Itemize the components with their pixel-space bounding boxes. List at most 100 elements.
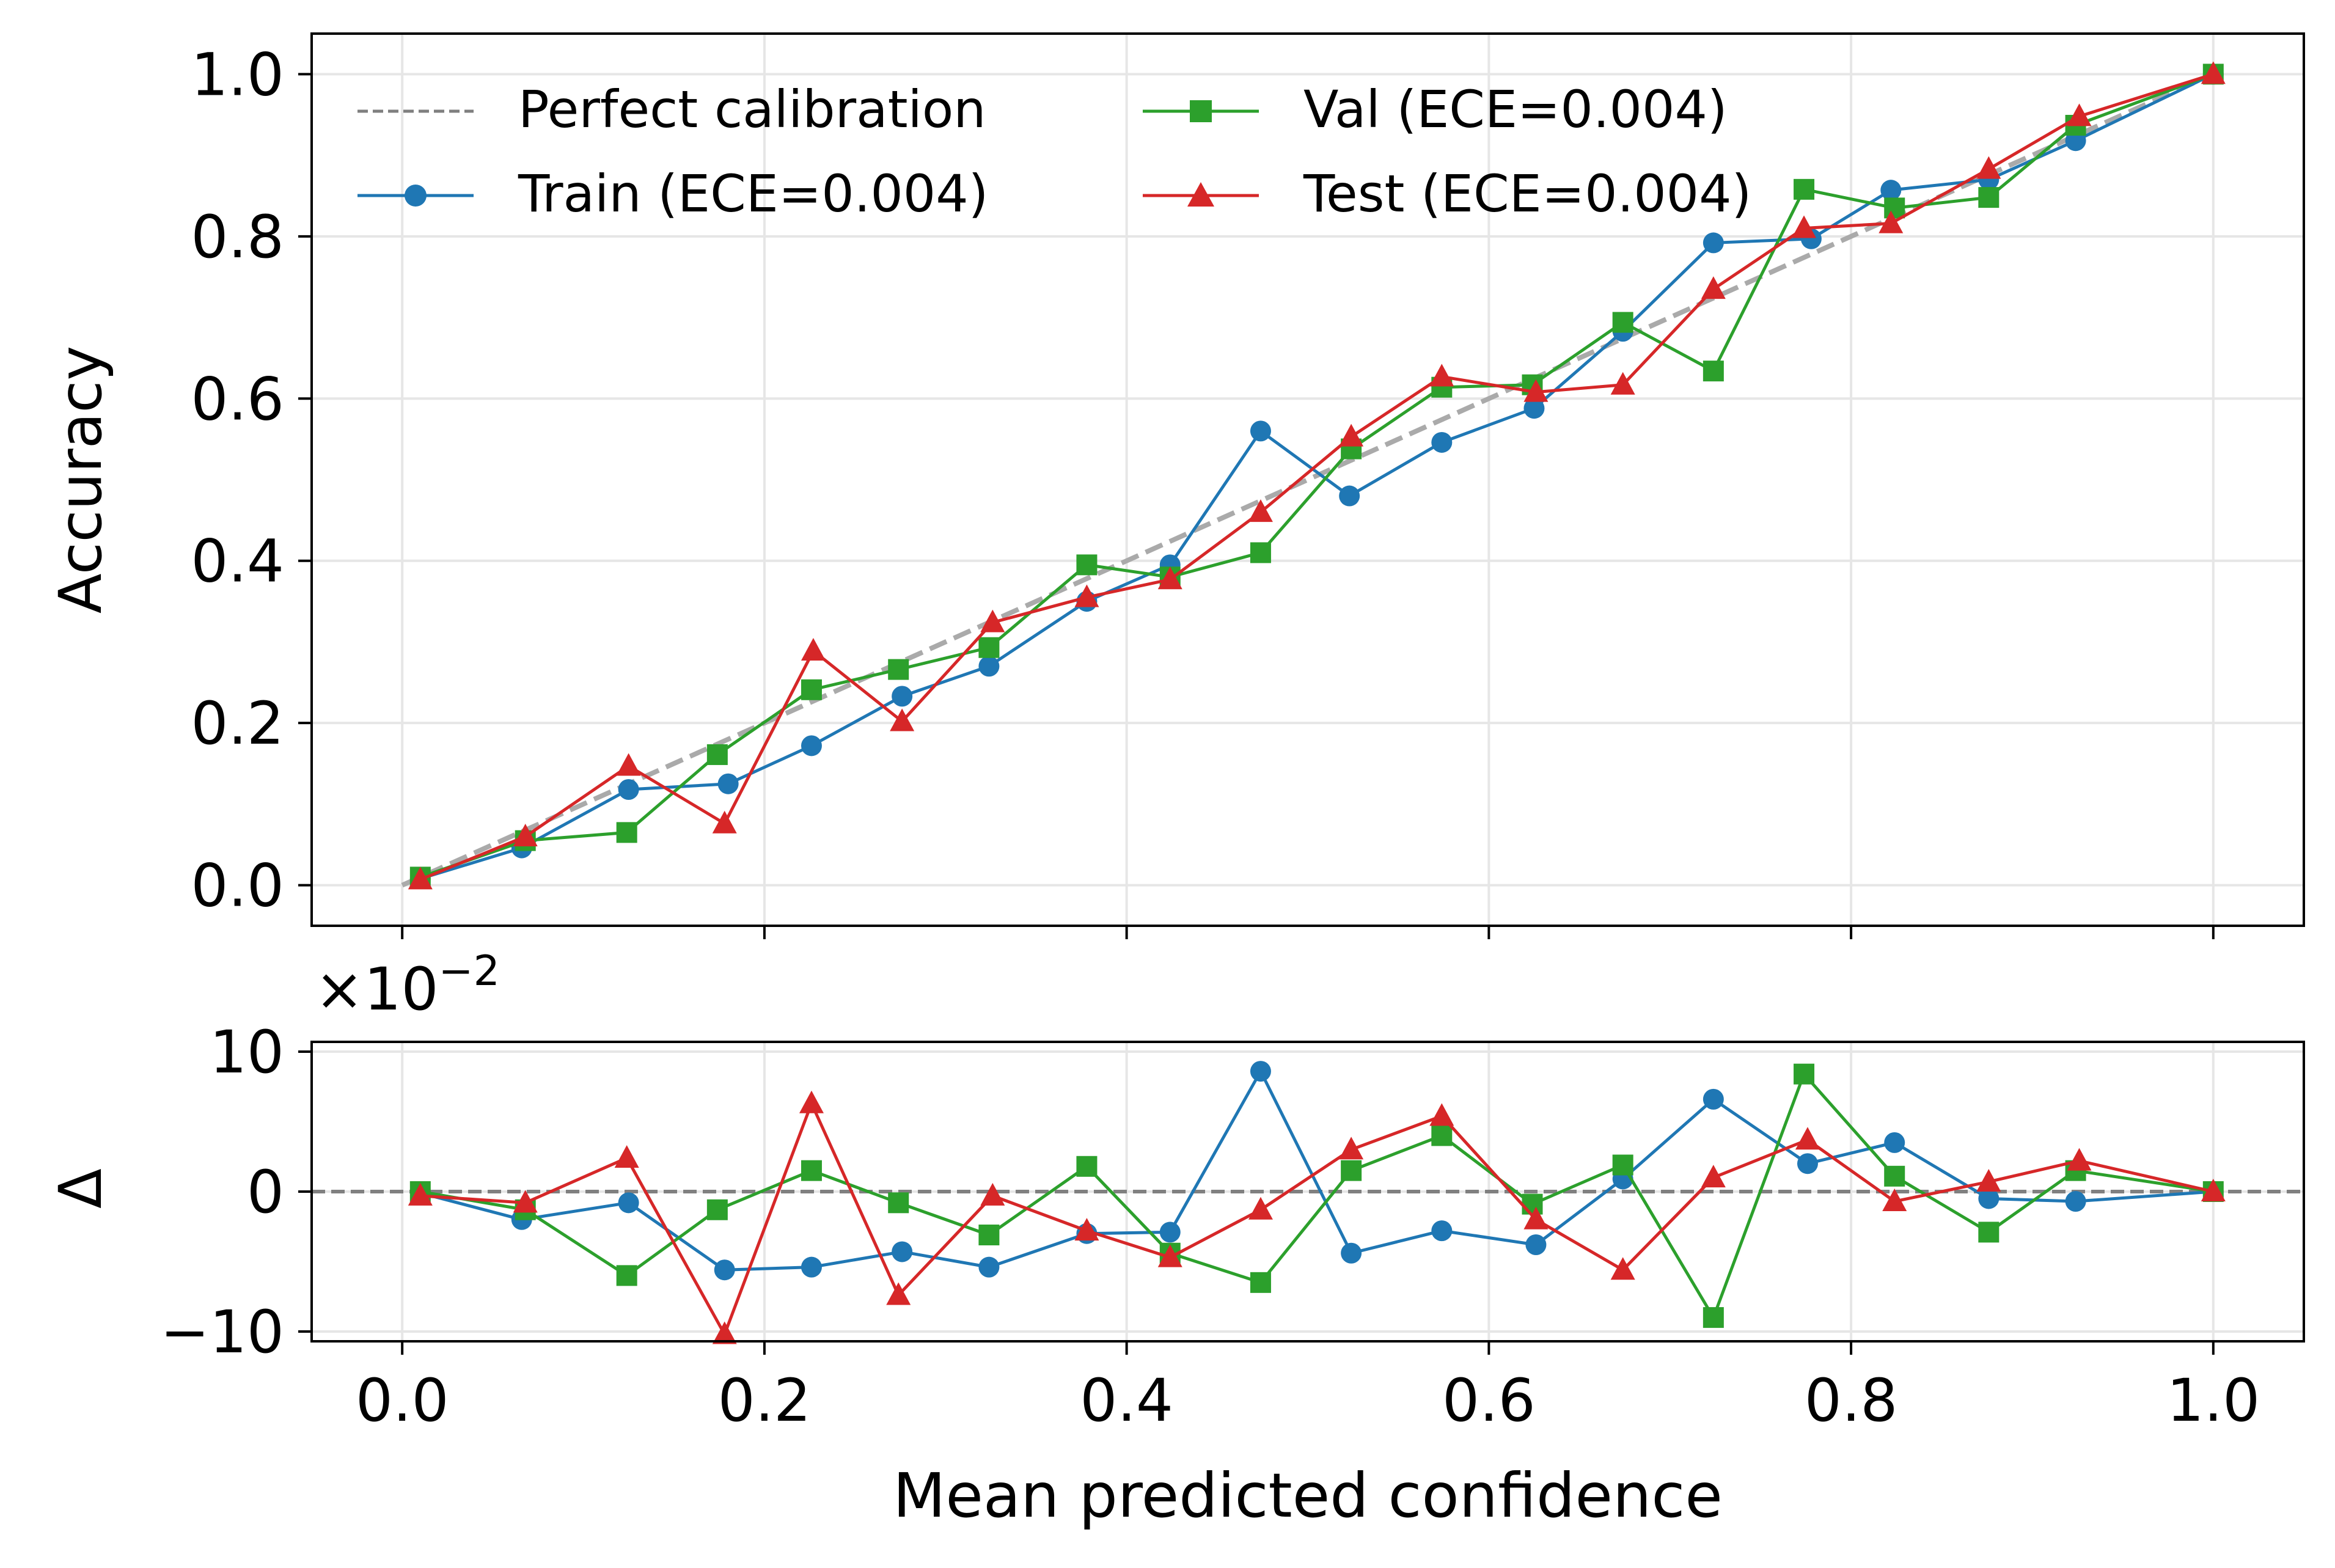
calibration-x-ticks	[401, 926, 2215, 939]
residual-test-point	[408, 1182, 433, 1206]
residual-test-point	[799, 1090, 824, 1113]
calibration-test-point	[1701, 276, 1726, 299]
residual-val-point	[1794, 1063, 1815, 1085]
calibration-val-point	[616, 822, 637, 843]
residual-val-point	[1431, 1125, 1453, 1146]
calibration-train-point	[801, 735, 822, 757]
residual-test-point	[1882, 1189, 1907, 1212]
legend-val-label: Val (ECE=0.004)	[1303, 79, 1728, 139]
residual-x-ticks: 0.0 0.2 0.4 0.6 0.8 1.0	[356, 1341, 2260, 1435]
calibration-train-point	[1250, 420, 1271, 442]
calibration-test-point	[1879, 210, 1904, 233]
calibration-val-point	[1250, 542, 1271, 563]
calibration-test-point	[408, 866, 433, 890]
residual-val-point	[801, 1160, 822, 1181]
calibration-train-point	[1431, 431, 1453, 453]
calibration-train-point	[717, 773, 739, 794]
legend-train-label: Train (ECE=0.004)	[518, 164, 988, 224]
calibration-test-point	[1523, 379, 1549, 402]
residual-val-point	[616, 1265, 637, 1286]
residual-test-line	[420, 1102, 2214, 1336]
calibration-y-ticks: 0.0 0.2 0.4 0.6 0.8 1.0	[191, 40, 312, 920]
residual-test-point	[1701, 1165, 1726, 1188]
residual-test-point	[1523, 1206, 1549, 1229]
residual-train-point	[1797, 1153, 1818, 1174]
residual-test-point	[886, 1282, 911, 1305]
residual-x-tick-label: 0.2	[718, 1366, 812, 1435]
residual-scale-base: ×10	[315, 955, 439, 1024]
calibration-test-series	[408, 61, 2226, 890]
calibration-test-point	[2201, 61, 2226, 84]
residual-train-point	[1703, 1088, 1724, 1110]
residual-val-point	[1250, 1272, 1271, 1293]
calibration-val-point	[1794, 178, 1815, 200]
residual-val-point	[1612, 1154, 1633, 1176]
calibration-y-tick-label: 1.0	[191, 40, 284, 109]
calibration-test-point	[1074, 584, 1099, 607]
perfect-calibration-line	[401, 71, 2215, 888]
calibration-train-line	[420, 73, 2214, 881]
residual-train-point	[1250, 1061, 1271, 1082]
residual-series-group	[408, 1061, 2226, 1344]
residual-test-series	[408, 1090, 2226, 1344]
residual-y-tick-label: 0	[247, 1158, 284, 1226]
calibration-test-point	[616, 753, 641, 776]
calibration-test-point	[980, 609, 1005, 632]
calibration-val-point	[801, 679, 822, 700]
residual-train-point	[1978, 1188, 2000, 1209]
calibration-y-axis-label: Accuracy	[46, 346, 115, 614]
residual-x-tick-label: 1.0	[2166, 1366, 2260, 1435]
calibration-train-point	[1339, 485, 1360, 507]
legend-train-marker	[405, 185, 427, 207]
residual-val-point	[1978, 1222, 2000, 1243]
x-axis-label: Mean predicted confidence	[893, 1460, 1723, 1531]
residual-x-tick-label: 0.4	[1080, 1366, 1173, 1435]
residual-val-point	[1522, 1193, 1543, 1215]
calibration-test-point	[1157, 566, 1182, 590]
residual-y-axis-label: Δ	[46, 1168, 115, 1209]
calibration-test-point	[1339, 423, 1364, 447]
calibration-test-point	[1248, 499, 1273, 522]
residual-test-point	[2067, 1148, 2092, 1171]
residual-train-point	[801, 1256, 822, 1278]
calibration-grid	[312, 34, 2304, 926]
calibration-test-point	[801, 638, 826, 661]
calibration-test-point	[712, 810, 737, 833]
residual-y-tick-label: −10	[160, 1298, 284, 1366]
calibration-val-line	[419, 73, 2214, 879]
calibration-test-point	[890, 708, 915, 731]
residual-train-point	[978, 1256, 1000, 1278]
residual-test-point	[513, 1190, 538, 1213]
residual-train-point	[618, 1192, 639, 1214]
residual-test-point	[1976, 1168, 2001, 1192]
calibration-train-point	[1703, 232, 1724, 254]
residual-test-point	[1157, 1244, 1182, 1267]
calibration-val-point	[1076, 554, 1098, 576]
calibration-val-point	[706, 744, 728, 765]
residual-test-point	[1248, 1196, 1273, 1220]
residual-val-point	[1703, 1307, 1724, 1328]
residual-val-point	[1076, 1156, 1098, 1177]
legend-perfect-calibration-label: Perfect calibration	[518, 79, 986, 139]
calibration-y-tick-label: 0.4	[191, 527, 284, 596]
legend-test-marker	[1187, 182, 1214, 207]
calibration-test-point	[1976, 156, 2001, 179]
residual-panel: −10 0 10 0.0 0.2 0.4 0.6 0.8 1.0 ×10−2 Δ Mean p…	[46, 947, 2305, 1531]
calibration-y-tick-label: 0.2	[191, 689, 284, 758]
calibration-val-point	[1884, 197, 1905, 219]
calibration-y-tick-label: 0.0	[191, 852, 284, 920]
calibration-axes-frame	[310, 32, 2305, 927]
residual-test-point	[1795, 1127, 1820, 1150]
calibration-val-point	[1978, 187, 2000, 208]
calibration-test-line	[419, 72, 2214, 881]
legend-val-marker	[1190, 100, 1212, 122]
residual-train-line	[420, 1069, 2213, 1272]
residual-y-ticks: −10 0 10	[160, 1018, 312, 1366]
calibration-train-point	[1523, 398, 1545, 419]
calibration-train-point	[1880, 180, 1902, 201]
calibration-test-point	[1610, 372, 1635, 395]
residual-train-point	[1431, 1220, 1453, 1242]
residual-val-point	[888, 1192, 909, 1214]
